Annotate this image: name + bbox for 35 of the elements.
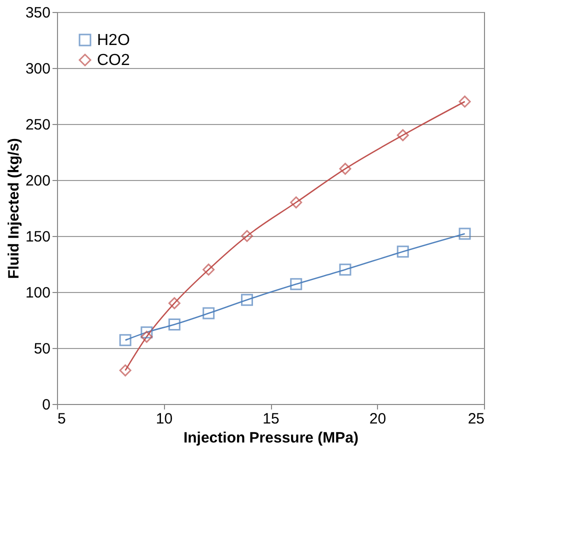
y-tick-label: 350 [25,4,50,22]
y-tick-label: 200 [25,172,50,190]
x-tick-label: 15 [262,410,280,428]
point [202,264,215,276]
y-tick-label: 0 [42,396,50,414]
x-tick-label: 5 [58,410,66,428]
point [290,196,302,208]
point [140,330,153,343]
point [140,326,153,338]
point [241,230,254,242]
point [290,278,302,290]
point [339,162,352,175]
y-tick-label: 50 [34,340,50,358]
y-tick-label: 100 [25,284,50,302]
point [202,307,215,320]
x-tick-label: 20 [369,410,386,428]
point [168,297,180,310]
legend-label: H2O [97,32,130,49]
point [458,96,471,108]
point [458,228,471,240]
point [396,246,409,258]
x-axis-title: Injection Pressure (MPa) [183,430,359,446]
point [241,294,254,306]
y-tick-label: 150 [25,228,50,246]
point [396,129,409,142]
point [119,364,132,376]
y-axis-title: Fluid Injected (kg/s) [5,138,22,279]
y-tick-label: 300 [25,60,50,78]
point [168,318,180,330]
x-tick-label: 25 [468,410,484,428]
point [339,264,352,276]
legend-label: CO2 [97,52,130,69]
point [119,334,132,346]
y-tick-label: 250 [25,116,50,134]
x-tick-label: 10 [156,410,173,428]
